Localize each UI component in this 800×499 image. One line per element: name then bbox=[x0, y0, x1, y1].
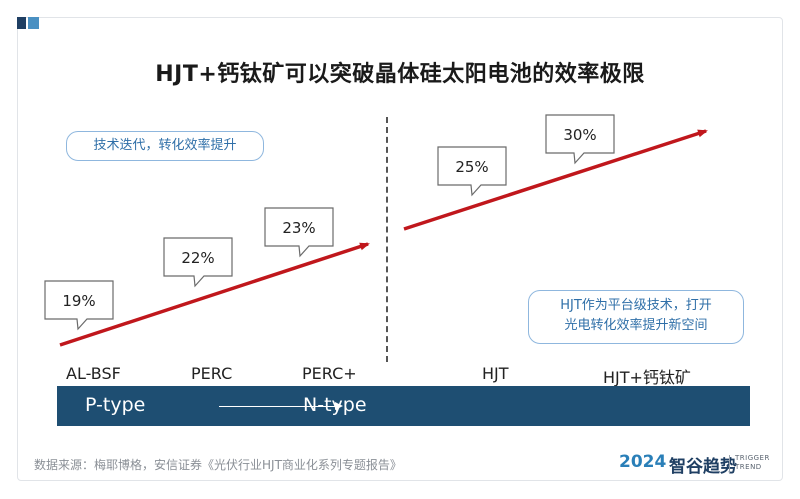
callout-hjt-platform: HJT作为平台级技术，打开 光电转化效率提升新空间 bbox=[528, 290, 744, 344]
p-to-n-arrow-icon bbox=[219, 402, 343, 410]
category-label-hjt-perovskite: HJT+钙钛矿 bbox=[603, 368, 691, 387]
brand-small-2: TREND bbox=[735, 463, 762, 471]
callout-hjt-line2: 光电转化效率提升新空间 bbox=[564, 318, 708, 333]
brand-separator bbox=[729, 455, 730, 473]
category-label-hjt: HJT bbox=[482, 364, 509, 383]
category-label-al-bsf: AL-BSF bbox=[66, 364, 121, 383]
brand-small-text: TRIGGER TREND bbox=[735, 454, 770, 472]
n-type-label: N-type bbox=[303, 394, 367, 416]
callout-tech-iteration: 技术迭代，转化效率提升 bbox=[66, 131, 264, 161]
cell-type-bar: P-type N-type bbox=[57, 386, 750, 426]
data-source-note: 数据来源：梅耶博格，安信证券《光伏行业HJT商业化系列专题报告》 bbox=[34, 458, 402, 472]
p-type-label: P-type bbox=[85, 394, 146, 416]
corner-logo-icon bbox=[17, 17, 43, 35]
brand-year: 2024 bbox=[619, 452, 667, 472]
brand-name: 智谷趋势 bbox=[669, 457, 737, 477]
chart-title: HJT+钙钛矿可以突破晶体硅太阳电池的效率极限 bbox=[155, 62, 645, 87]
category-label-perc: PERC bbox=[191, 364, 233, 383]
segment-divider bbox=[386, 117, 388, 362]
category-label-perc-plus: PERC+ bbox=[302, 364, 357, 383]
callout-hjt-line1: HJT作为平台级技术，打开 bbox=[560, 298, 712, 313]
brand-small-1: TRIGGER bbox=[735, 454, 770, 462]
